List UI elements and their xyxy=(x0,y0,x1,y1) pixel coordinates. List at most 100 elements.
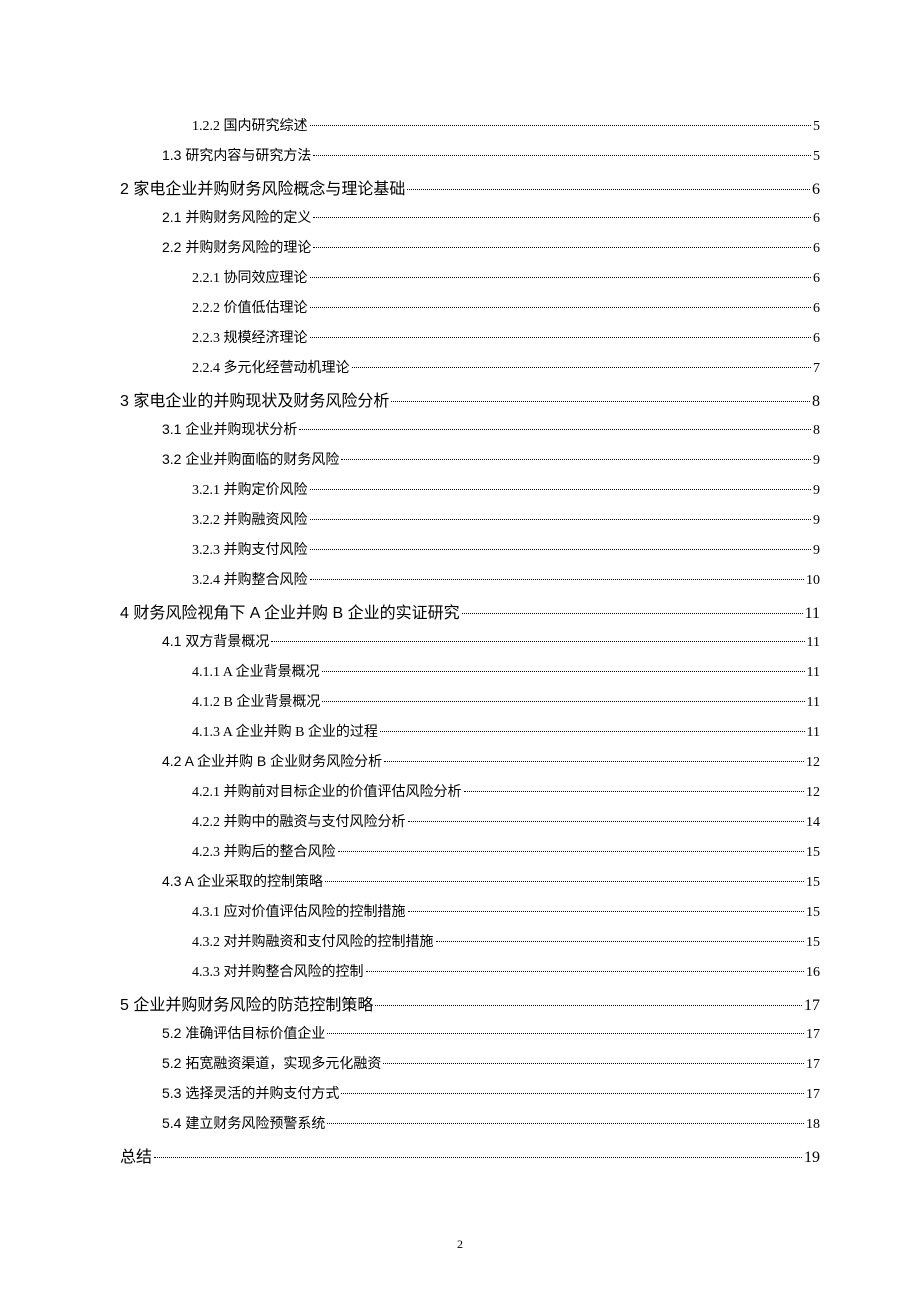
toc-entry-page: 11 xyxy=(807,725,820,741)
toc-entry[interactable]: 2.2.2 价值低估理论6 xyxy=(120,297,820,327)
toc-entry[interactable]: 总结 19 xyxy=(120,1143,820,1175)
toc-leader-dots xyxy=(407,189,810,190)
toc-leader-dots xyxy=(391,401,810,402)
toc-entry-page: 14 xyxy=(806,815,820,831)
toc-entry-label: 4.3 A 企业采取的控制策略 xyxy=(162,871,323,891)
toc-entry[interactable]: 5.2 拓宽融资渠道，实现多元化融资17 xyxy=(120,1053,820,1083)
toc-entry[interactable]: 4 财务风险视角下 A 企业并购 B 企业的实证研究 11 xyxy=(120,599,820,631)
toc-entry[interactable]: 1.2.2 国内研究综述5 xyxy=(120,115,820,145)
toc-entry-page: 6 xyxy=(813,241,820,257)
toc-entry[interactable]: 2.2.3 规模经济理论6 xyxy=(120,327,820,357)
toc-leader-dots xyxy=(313,247,811,248)
toc-entry[interactable]: 3 家电企业的并购现状及财务风险分析8 xyxy=(120,387,820,419)
toc-entry-label: 3.2.3 并购支付风险 xyxy=(192,539,308,559)
toc-entry[interactable]: 4.1.2 B 企业背景概况11 xyxy=(120,691,820,721)
toc-entry[interactable]: 2.2 并购财务风险的理论 6 xyxy=(120,237,820,267)
toc-entry[interactable]: 4.1.1 A 企业背景概况11 xyxy=(120,661,820,691)
toc-entry[interactable]: 4.1.3 A 企业并购 B 企业的过程11 xyxy=(120,721,820,751)
toc-entry-page: 11 xyxy=(807,635,820,651)
toc-entry-label: 2.1 并购财务风险的定义 xyxy=(162,207,311,227)
toc-leader-dots xyxy=(310,579,805,580)
toc-entry-page: 11 xyxy=(805,605,820,623)
toc-leader-dots xyxy=(384,761,804,762)
toc-entry-label: 3.2.1 并购定价风险 xyxy=(192,479,308,499)
toc-entry-label: 3.2.2 并购融资风险 xyxy=(192,509,308,529)
toc-entry[interactable]: 5.4 建立财务风险预警系统18 xyxy=(120,1113,820,1143)
toc-entry-label: 3.1 企业并购现状分析 xyxy=(162,419,297,439)
toc-entry-label: 5.2 准确评估目标价值企业 xyxy=(162,1023,325,1043)
toc-entry[interactable]: 2.2.4 多元化经营动机理论7 xyxy=(120,357,820,387)
toc-entry[interactable]: 3.1 企业并购现状分析 8 xyxy=(120,419,820,449)
toc-leader-dots xyxy=(299,429,811,430)
toc-entry[interactable]: 4.3.3 对并购整合风险的控制16 xyxy=(120,961,820,991)
toc-entry-label: 4 财务风险视角下 A 企业并购 B 企业的实证研究 xyxy=(120,599,460,623)
toc-entry-page: 15 xyxy=(806,845,820,861)
toc-entry[interactable]: 1.3 研究内容与研究方法5 xyxy=(120,145,820,175)
toc-leader-dots xyxy=(271,641,804,642)
toc-leader-dots xyxy=(380,731,805,732)
toc-entry-page: 7 xyxy=(813,361,820,377)
toc-entry[interactable]: 4.2.2 并购中的融资与支付风险分析 14 xyxy=(120,811,820,841)
toc-entry-label: 4.2.2 并购中的融资与支付风险分析 xyxy=(192,811,406,831)
toc-entry-label: 1.2.2 国内研究综述 xyxy=(192,115,308,135)
toc-leader-dots xyxy=(341,459,811,460)
toc-entry[interactable]: 3.2.2 并购融资风险 9 xyxy=(120,509,820,539)
toc-entry-label: 3.2 企业并购面临的财务风险 xyxy=(162,449,339,469)
toc-entry-page: 6 xyxy=(813,301,820,317)
toc-entry-page: 18 xyxy=(806,1117,820,1133)
toc-entry-page: 19 xyxy=(804,1149,820,1167)
toc-leader-dots xyxy=(154,1157,802,1158)
toc-entry[interactable]: 3.2 企业并购面临的财务风险 9 xyxy=(120,449,820,479)
toc-entry[interactable]: 4.2.3 并购后的整合风险 15 xyxy=(120,841,820,871)
toc-entry-label: 2.2.3 规模经济理论 xyxy=(192,327,308,347)
toc-container: 1.2.2 国内研究综述51.3 研究内容与研究方法52 家电企业并购财务风险概… xyxy=(120,115,820,1175)
toc-leader-dots xyxy=(338,851,805,852)
toc-entry[interactable]: 2 家电企业并购财务风险概念与理论基础6 xyxy=(120,175,820,207)
toc-entry-label: 4.1.2 B 企业背景概况 xyxy=(192,691,320,711)
toc-leader-dots xyxy=(325,881,804,882)
toc-entry-page: 9 xyxy=(813,453,820,469)
toc-leader-dots xyxy=(313,155,811,156)
toc-entry-page: 8 xyxy=(812,393,820,411)
toc-leader-dots xyxy=(462,613,803,614)
toc-entry[interactable]: 4.3.2 对并购融资和支付风险的控制措施15 xyxy=(120,931,820,961)
toc-leader-dots xyxy=(310,125,812,126)
toc-leader-dots xyxy=(408,911,805,912)
toc-entry[interactable]: 4.3 A 企业采取的控制策略 15 xyxy=(120,871,820,901)
toc-entry[interactable]: 4.2.1 并购前对目标企业的价值评估风险分析 12 xyxy=(120,781,820,811)
toc-entry-label: 2.2 并购财务风险的理论 xyxy=(162,237,311,257)
toc-entry[interactable]: 2.2.1 协同效应理论6 xyxy=(120,267,820,297)
toc-entry-label: 4.2.1 并购前对目标企业的价值评估风险分析 xyxy=(192,781,462,801)
toc-entry-label: 总结 xyxy=(120,1143,152,1167)
toc-leader-dots xyxy=(310,277,812,278)
toc-entry[interactable]: 4.2 A 企业并购 B 企业财务风险分析12 xyxy=(120,751,820,781)
toc-entry-label: 4.2.3 并购后的整合风险 xyxy=(192,841,336,861)
toc-leader-dots xyxy=(310,489,812,490)
toc-entry-page: 17 xyxy=(806,1027,820,1043)
toc-entry-page: 12 xyxy=(806,785,820,801)
toc-entry-page: 15 xyxy=(806,875,820,891)
toc-entry-page: 6 xyxy=(813,211,820,227)
toc-entry[interactable]: 5 企业并购财务风险的防范控制策略17 xyxy=(120,991,820,1023)
toc-entry[interactable]: 5.3 选择灵活的并购支付方式17 xyxy=(120,1083,820,1113)
toc-entry[interactable]: 3.2.4 并购整合风险10 xyxy=(120,569,820,599)
toc-entry-page: 8 xyxy=(813,423,820,439)
toc-leader-dots xyxy=(310,549,812,550)
toc-leader-dots xyxy=(464,791,805,792)
toc-entry[interactable]: 3.2.1 并购定价风险 9 xyxy=(120,479,820,509)
toc-entry[interactable]: 4.1 双方背景概况11 xyxy=(120,631,820,661)
toc-leader-dots xyxy=(327,1033,804,1034)
toc-entry[interactable]: 4.3.1 应对价值评估风险的控制措施15 xyxy=(120,901,820,931)
toc-entry-label: 2.2.1 协同效应理论 xyxy=(192,267,308,287)
toc-entry[interactable]: 3.2.3 并购支付风险 9 xyxy=(120,539,820,569)
toc-entry-page: 16 xyxy=(806,965,820,981)
toc-leader-dots xyxy=(310,337,812,338)
toc-entry[interactable]: 5.2 准确评估目标价值企业 17 xyxy=(120,1023,820,1053)
toc-entry-label: 1.3 研究内容与研究方法 xyxy=(162,145,311,165)
toc-entry-page: 9 xyxy=(813,513,820,529)
toc-entry-label: 5 企业并购财务风险的防范控制策略 xyxy=(120,991,373,1015)
toc-entry-page: 9 xyxy=(813,483,820,499)
toc-entry[interactable]: 2.1 并购财务风险的定义 6 xyxy=(120,207,820,237)
toc-entry-page: 9 xyxy=(813,543,820,559)
toc-entry-label: 3.2.4 并购整合风险 xyxy=(192,569,308,589)
